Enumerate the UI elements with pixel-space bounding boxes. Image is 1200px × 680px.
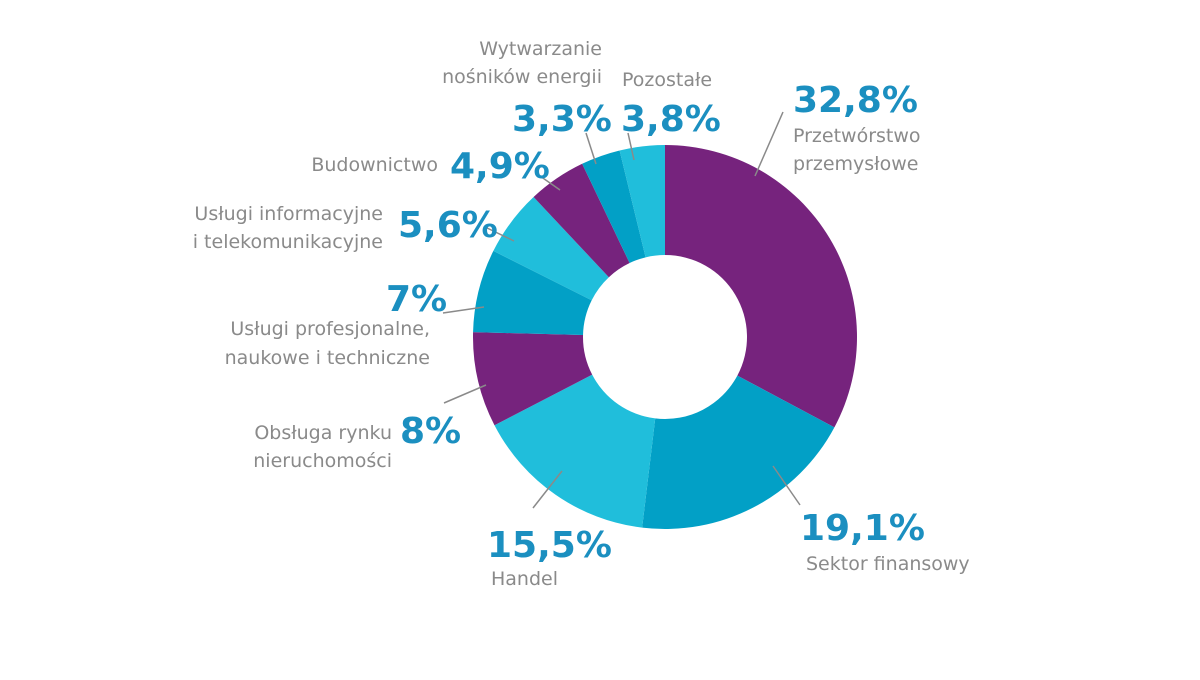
- leader-line: [539, 175, 561, 191]
- slice-category-label: Budownictwo: [311, 154, 438, 176]
- leader-line: [484, 226, 515, 242]
- slice-category-label: nieruchomości: [253, 450, 392, 472]
- donut-slice: [473, 332, 593, 426]
- donut-slice: [473, 250, 592, 335]
- slice-percent-label: 19,1%: [800, 508, 925, 549]
- donut-slice: [493, 197, 609, 301]
- slice-category-label: Obsługa rynku: [254, 422, 392, 444]
- slice-category-label: Wytwarzanie: [479, 38, 602, 60]
- slice-percent-label: 8%: [400, 411, 461, 452]
- slice-category-label: naukowe i techniczne: [225, 347, 430, 369]
- donut-slice: [494, 374, 656, 528]
- slice-category-label: przemysłowe: [793, 153, 918, 175]
- slice-category-label: Pozostałe: [622, 69, 712, 91]
- leader-line: [754, 111, 784, 177]
- leader-line: [585, 132, 597, 165]
- slice-percent-label: 3,8%: [621, 99, 721, 140]
- slice-labels: 32,8% Przetwórstwo przemysłowe 19,1% Sektor …: [193, 38, 970, 590]
- slice-category-label: nośników energii: [442, 66, 602, 88]
- leader-line: [442, 306, 485, 314]
- donut-slice: [619, 145, 665, 258]
- slice-category-label: Handel: [491, 568, 558, 590]
- slice-percent-label: 5,6%: [398, 205, 498, 246]
- donut-slices: [473, 145, 857, 530]
- slice-percent-label: 15,5%: [487, 525, 612, 566]
- slice-category-label: Usługi profesjonalne,: [230, 318, 430, 340]
- slice-percent-label: 4,9%: [450, 146, 550, 187]
- slice-category-label: Usługi informacyjne: [194, 203, 383, 225]
- leader-line: [443, 384, 487, 404]
- leader-line: [532, 470, 563, 509]
- leader-line: [772, 465, 801, 506]
- slice-percent-label: 3,3%: [512, 99, 612, 140]
- slice-percent-label: 7%: [386, 279, 447, 320]
- leader-line: [627, 132, 635, 161]
- donut-slice: [642, 375, 835, 530]
- donut-slice: [582, 150, 646, 264]
- slice-percent-label: 32,8%: [793, 80, 918, 121]
- donut-slice: [665, 145, 857, 428]
- slice-category-label: Sektor finansowy: [806, 553, 970, 575]
- leader-lines: [442, 111, 801, 509]
- slice-category-label: i telekomunikacyjne: [193, 231, 383, 253]
- donut-slice: [533, 163, 630, 278]
- slice-category-label: Przetwórstwo: [793, 125, 921, 147]
